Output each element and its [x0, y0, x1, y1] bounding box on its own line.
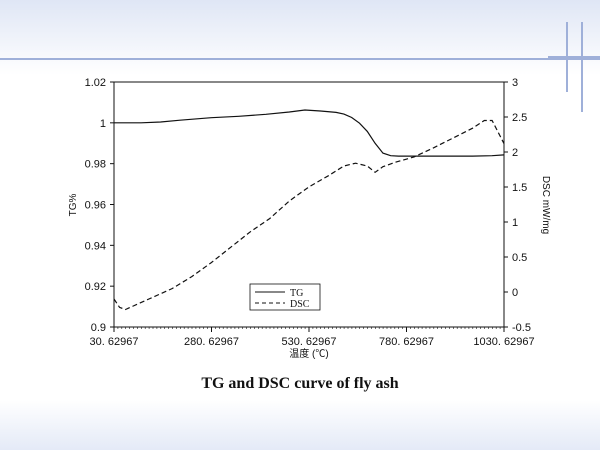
x-axis-label: 温度 (℃) — [289, 347, 328, 360]
x-tick-label: 780. 62967 — [379, 336, 434, 348]
y-right-tick-label: 1.5 — [512, 182, 527, 194]
y-left-tick-label: 0.9 — [91, 322, 106, 334]
legend-dsc-label: DSC — [290, 299, 310, 310]
x-tick-label: 30. 62967 — [90, 336, 139, 348]
decor-vbar-2 — [581, 22, 583, 112]
x-tick-label: 530. 62967 — [281, 336, 336, 348]
y-axis-right-label: DSC mW/mg — [540, 176, 551, 234]
series-tg-line — [114, 109, 505, 157]
decor-hbar — [548, 56, 600, 58]
y-left-tick-label: 0.92 — [85, 281, 106, 293]
series-dsc-line — [113, 119, 505, 311]
y-left-tick-label: 0.96 — [85, 200, 106, 212]
y-left-tick-label: 1.02 — [85, 77, 106, 89]
y-right-tick-label: 2 — [512, 147, 518, 159]
y-axis-left-label: TG% — [68, 194, 79, 217]
y-right-tick-label: 1 — [512, 217, 518, 229]
header-rule — [0, 58, 600, 60]
x-tick-label: 1030. 62967 — [473, 336, 534, 348]
legend: TG DSC — [249, 283, 321, 311]
y-right-tick-label: -0.5 — [512, 322, 531, 334]
y-left-tick-label: 1 — [100, 118, 106, 130]
figure-caption: TG and DSC curve of fly ash — [201, 375, 399, 392]
legend-tg-label: TG — [290, 288, 303, 299]
y-left-tick-label: 0.98 — [85, 159, 106, 171]
y-right-tick-label: 2.5 — [512, 112, 527, 124]
x-tick-label: 280. 62967 — [184, 336, 239, 348]
y-right-tick-label: 0 — [512, 287, 518, 299]
y-left-tick-label: 0.94 — [85, 240, 106, 252]
y-right-tick-label: 3 — [512, 77, 518, 89]
y-right-tick-label: 0.5 — [512, 252, 527, 264]
legend-box — [249, 283, 321, 311]
